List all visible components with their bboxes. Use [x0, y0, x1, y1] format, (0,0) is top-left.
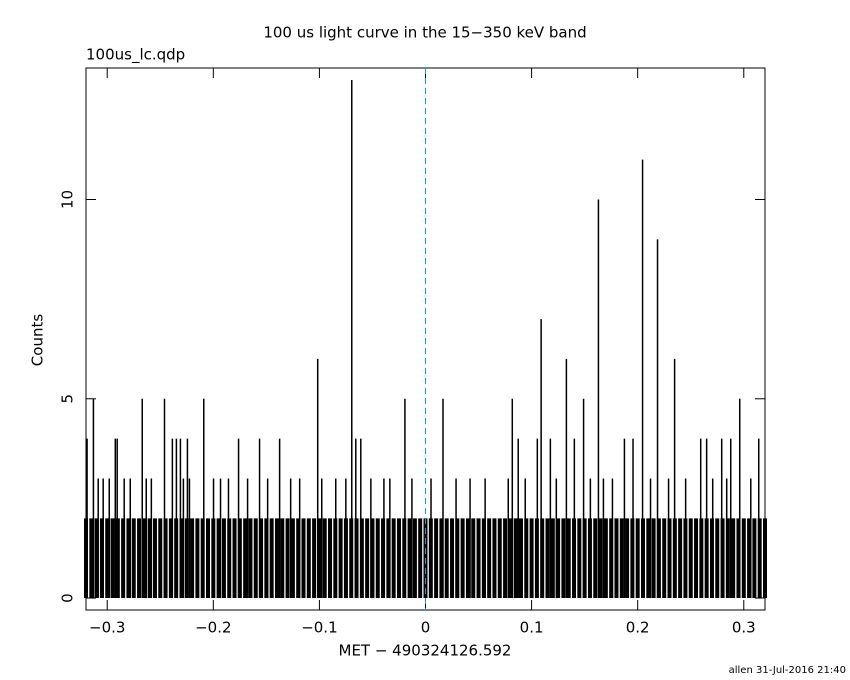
x-tick-label: −0.2	[195, 619, 231, 637]
footer: allen 31-Jul-2016 21:40	[729, 665, 846, 676]
y-tick-label: 0	[59, 593, 77, 603]
file-name: 100us_lc.qdp	[86, 46, 185, 65]
y-tick-label: 10	[59, 190, 77, 209]
x-axis-label: MET − 490324126.592	[339, 642, 512, 660]
x-tick-label: 0.3	[732, 619, 756, 637]
chart-title: 100 us light curve in the 15−350 keV ban…	[263, 24, 586, 42]
x-tick-label: 0	[421, 619, 431, 637]
x-tick-label: −0.3	[89, 619, 125, 637]
y-tick-label: 5	[59, 394, 77, 404]
x-tick-label: −0.1	[301, 619, 337, 637]
x-tick-label: 0.2	[626, 619, 650, 637]
x-tick-label: 0.1	[520, 619, 544, 637]
y-axis-label: Counts	[29, 314, 47, 367]
